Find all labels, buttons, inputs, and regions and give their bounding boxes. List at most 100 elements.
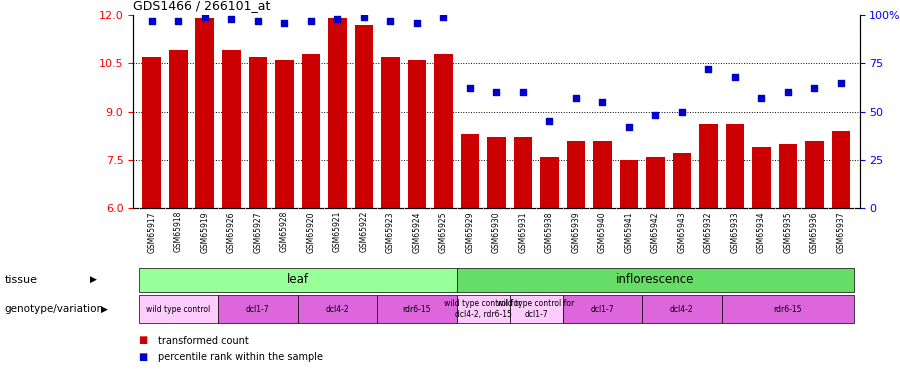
Point — [490, 89, 504, 95]
Point — [542, 118, 556, 124]
Bar — [408, 60, 426, 208]
Point — [807, 86, 822, 92]
Text: GSM65920: GSM65920 — [306, 211, 315, 252]
Bar — [514, 137, 532, 208]
Bar — [298, 295, 377, 323]
Text: GSM65942: GSM65942 — [651, 211, 660, 252]
Point — [595, 99, 609, 105]
Text: GSM65936: GSM65936 — [810, 211, 819, 253]
Bar — [806, 141, 824, 208]
Bar — [752, 147, 770, 208]
Bar — [142, 57, 161, 208]
Bar — [139, 268, 456, 292]
Point — [436, 14, 451, 20]
Point — [330, 16, 345, 22]
Bar — [275, 60, 293, 208]
Text: GSM65935: GSM65935 — [783, 211, 792, 253]
Point — [171, 18, 185, 24]
Text: GSM65938: GSM65938 — [544, 211, 554, 252]
Bar — [487, 137, 506, 208]
Text: transformed count: transformed count — [158, 336, 248, 345]
Bar — [377, 295, 456, 323]
Text: inflorescence: inflorescence — [616, 273, 695, 286]
Bar — [461, 134, 479, 208]
Point — [224, 16, 238, 22]
Text: GSM65917: GSM65917 — [148, 211, 157, 252]
Bar — [619, 160, 638, 208]
Text: ■: ■ — [138, 352, 147, 362]
Text: tissue: tissue — [4, 275, 38, 285]
Text: GSM65940: GSM65940 — [598, 211, 607, 253]
Bar — [593, 141, 612, 208]
Point — [833, 80, 848, 86]
Point — [569, 95, 583, 101]
Text: ■: ■ — [138, 336, 147, 345]
Bar — [509, 295, 562, 323]
Bar — [302, 54, 320, 208]
Bar — [699, 124, 717, 208]
Bar — [540, 157, 559, 208]
Text: dcl4-2: dcl4-2 — [670, 304, 694, 313]
Text: dcl1-7: dcl1-7 — [246, 304, 270, 313]
Text: GSM65919: GSM65919 — [201, 211, 210, 252]
Text: GSM65931: GSM65931 — [518, 211, 527, 252]
Text: GSM65933: GSM65933 — [731, 211, 740, 253]
Text: GSM65934: GSM65934 — [757, 211, 766, 253]
Point — [701, 66, 716, 72]
Bar — [195, 18, 214, 208]
Bar — [456, 295, 509, 323]
Point — [463, 86, 477, 92]
Text: dcl4-2: dcl4-2 — [326, 304, 349, 313]
Text: genotype/variation: genotype/variation — [4, 304, 104, 314]
Bar — [218, 295, 298, 323]
Bar — [832, 131, 850, 208]
Text: GSM65922: GSM65922 — [359, 211, 368, 252]
Text: ▶: ▶ — [90, 275, 97, 284]
Text: wild type control for
dcl4-2, rdr6-15: wild type control for dcl4-2, rdr6-15 — [445, 299, 522, 319]
Point — [648, 112, 662, 118]
Text: GSM65943: GSM65943 — [678, 211, 687, 253]
Text: GSM65918: GSM65918 — [174, 211, 183, 252]
Text: GSM65924: GSM65924 — [412, 211, 421, 252]
Bar — [222, 50, 240, 208]
Text: ▶: ▶ — [101, 304, 108, 313]
Text: GSM65927: GSM65927 — [253, 211, 262, 252]
Text: GSM65937: GSM65937 — [836, 211, 845, 253]
Bar — [169, 50, 187, 208]
Point — [516, 89, 530, 95]
Text: rdr6-15: rdr6-15 — [402, 304, 431, 313]
Bar — [567, 141, 585, 208]
Bar — [139, 295, 218, 323]
Point — [145, 18, 159, 24]
Text: GSM65939: GSM65939 — [572, 211, 580, 253]
Bar — [722, 295, 854, 323]
Point — [356, 14, 371, 20]
Point — [303, 18, 318, 24]
Bar — [672, 153, 691, 208]
Text: dcl1-7: dcl1-7 — [590, 304, 614, 313]
Text: GSM65941: GSM65941 — [625, 211, 634, 252]
Text: leaf: leaf — [286, 273, 309, 286]
Text: percentile rank within the sample: percentile rank within the sample — [158, 352, 322, 362]
Text: wild type control for
dcl1-7: wild type control for dcl1-7 — [498, 299, 575, 319]
Bar — [381, 57, 400, 208]
Bar — [642, 295, 722, 323]
Bar — [434, 54, 453, 208]
Point — [754, 95, 769, 101]
Bar — [725, 124, 744, 208]
Point — [410, 20, 424, 26]
Bar — [456, 268, 854, 292]
Text: GSM65925: GSM65925 — [439, 211, 448, 252]
Bar — [355, 25, 374, 208]
Text: GSM65921: GSM65921 — [333, 211, 342, 252]
Point — [198, 14, 212, 20]
Text: GSM65929: GSM65929 — [465, 211, 474, 252]
Text: GSM65932: GSM65932 — [704, 211, 713, 252]
Point — [728, 74, 742, 80]
Text: GSM65926: GSM65926 — [227, 211, 236, 252]
Point — [780, 89, 795, 95]
Text: GSM65928: GSM65928 — [280, 211, 289, 252]
Bar — [562, 295, 642, 323]
Text: GDS1466 / 266101_at: GDS1466 / 266101_at — [133, 0, 271, 12]
Text: GSM65930: GSM65930 — [491, 211, 500, 253]
